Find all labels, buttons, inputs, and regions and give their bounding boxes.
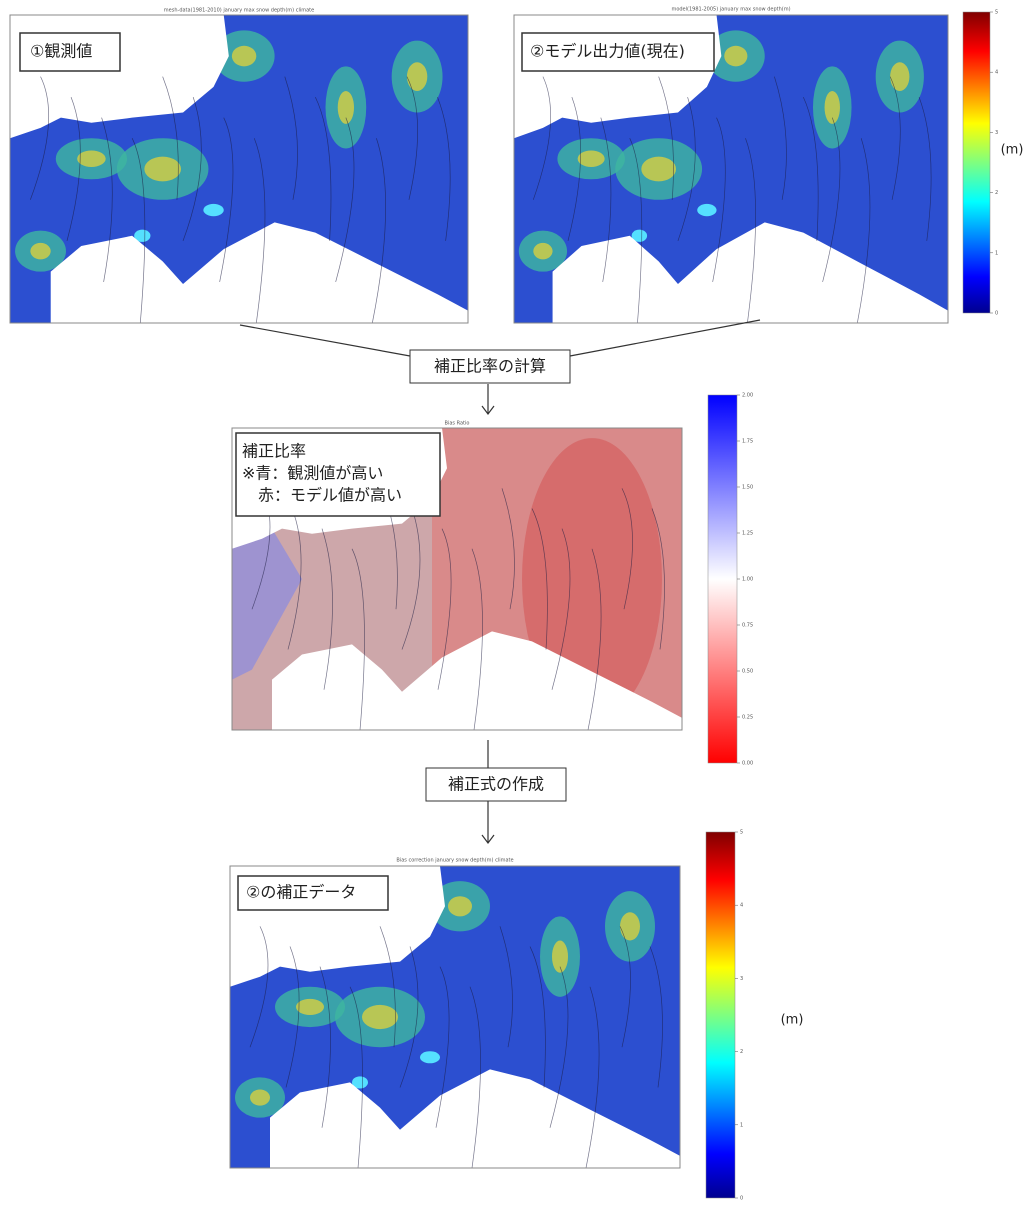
snow-core [362,1005,398,1029]
colorbar-tick-label: 2.00 [742,393,753,399]
snow-core [724,46,747,67]
colorbar-tick-label: 0.25 [742,715,753,721]
colorbar-tick-label: 1 [995,250,998,256]
map-title: Bias Ratio [445,421,470,427]
map-title: model(1981-2005) january max snow depth(… [671,7,790,13]
snow-core [296,999,324,1015]
step-label: 補正比率の計算 [434,357,546,376]
snow-core [825,91,840,124]
page: 5 4 3 2 1 0 2.00 1.75 1.50 1.25 1.00 0.75 0.50 0.25 0.… [0,0,1032,1206]
colorbar-tick-label: 0.50 [742,669,753,675]
colorbar-tick-label: 1.75 [742,439,753,445]
colorbar [963,12,990,313]
snow-core [890,62,909,91]
map-label: ※青：観測値が高い [242,464,383,483]
lake [697,204,716,216]
colorbar-tick-label: 3 [740,976,743,982]
unit: (m) [781,1013,804,1028]
maps: 5 4 3 2 1 0 2.00 1.75 1.50 1.25 1.00 0.75 0.50 0.25 0.… [10,10,998,1202]
colorbar-tick-label: 5 [995,10,998,16]
colorbar-tick-label: 1.50 [742,485,753,491]
colorbar-tick-label: 2 [740,1049,743,1055]
colorbar-tick-label: 0 [995,311,998,317]
map-label: ②の補正データ [246,883,356,902]
map [230,866,680,1168]
step-label: 補正式の作成 [448,775,544,794]
snow-core [30,243,50,259]
connector [240,325,410,356]
snow-core [77,151,105,167]
snow-core [232,46,256,67]
map-title: mesh-data(1981-2010) january max snow de… [164,8,314,14]
colorbar [708,395,737,763]
map-label: ①観測値 [30,42,92,61]
colorbar-tick-label: 1 [740,1122,743,1128]
colorbar-tick-label: 1.25 [742,531,753,537]
colorbar-tick-label: 5 [740,830,743,836]
snow-core [641,157,676,182]
map-title: Bias correction january snow depth(m) cl… [396,858,513,864]
colorbar-tick-label: 0 [740,1196,743,1202]
colorbar-tick-label: 2 [995,190,998,196]
lake [420,1051,440,1063]
connector [570,320,760,356]
lake [203,204,223,216]
map-label: 赤：モデル値が高い [242,486,402,505]
colorbar-tick-label: 0.75 [742,623,753,629]
colorbar-tick-label: 4 [995,70,998,76]
colorbar-tick-label: 3 [995,130,998,136]
colorbar-tick-label: 0.00 [742,761,753,767]
snow-core [144,157,181,182]
snow-core [448,896,472,916]
snow-core [533,243,552,259]
colorbar-tick-label: 4 [740,903,743,909]
colorbar [706,832,735,1198]
snow-core [552,940,568,972]
snow-core [250,1089,270,1105]
map-label: ②モデル出力値(現在) [530,42,685,61]
map-label: 補正比率 [242,442,306,461]
unit: (m) [1001,143,1024,158]
snow-core [620,912,640,940]
colorbar-tick-label: 1.00 [742,577,753,583]
snow-core [578,151,605,167]
snow-core [338,91,354,124]
snow-core [407,62,427,91]
